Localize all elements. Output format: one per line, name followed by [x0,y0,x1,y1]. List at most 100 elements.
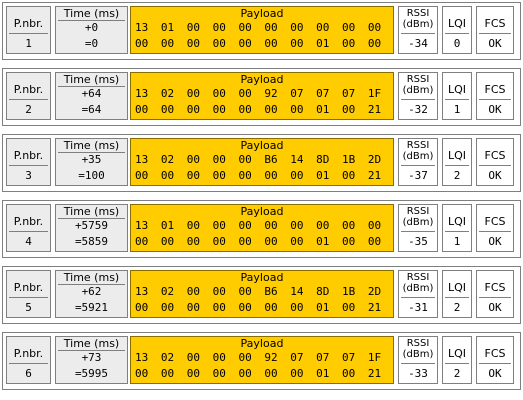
rssi-header-line1: RSSI [406,8,430,19]
payload-byte: 00 [186,169,200,182]
payload-bytes-row-2: 00 00 00 00 00 00 00 01 00 21 [135,103,391,117]
payload-byte: 00 [238,235,252,248]
divider [58,152,125,153]
payload-byte: 00 [160,301,175,314]
packet-number-cell: P.nbr. 4 [6,204,51,252]
time-cell: Time (ms) +73 =5995 [55,336,128,384]
fcs-header: FCS [484,215,506,228]
divider [401,33,435,34]
payload-byte: 00 [135,103,149,116]
divider [445,231,469,232]
payload-byte: 07 [290,351,304,364]
lqi-cell: LQI 0 [442,6,472,54]
payload-byte: 00 [238,301,252,314]
payload-byte: 07 [316,351,330,364]
packet-number-cell: P.nbr. 6 [6,336,51,384]
packet-row[interactable]: P.nbr. 1 Time (ms) +0 =0 Payload 13 01 00 0… [2,2,521,60]
pnbr-header: P.nbr. [13,347,44,360]
payload-byte: 00 [238,153,252,166]
time-cell: Time (ms) +64 =64 [55,72,128,120]
rssi-header-line2: (dBm) [402,217,434,228]
payload-byte: 00 [367,37,382,50]
payload-byte: B6 [264,153,278,166]
payload-byte: 92 [264,351,278,364]
payload-byte: 21 [367,367,382,380]
payload-byte: 13 [135,351,149,364]
payload-byte: 02 [160,351,175,364]
payload-byte: 00 [316,21,330,34]
payload-byte: 00 [264,103,278,116]
payload-byte: 00 [290,169,304,182]
divider [9,363,48,364]
payload-byte: 00 [212,367,226,380]
payload-byte: 00 [186,285,200,298]
payload-byte: 00 [264,367,278,380]
payload-byte: 00 [186,219,200,232]
time-absolute: =100 [78,169,105,182]
payload-byte: 00 [290,219,304,232]
divider [9,231,48,232]
divider [9,165,48,166]
divider [445,33,469,34]
packet-row[interactable]: P.nbr. 6 Time (ms) +73 =5995 Payload 13 0… [2,332,521,390]
rssi-value: -31 [408,301,428,314]
lqi-value: 2 [453,301,461,314]
payload-byte: 00 [212,235,226,248]
payload-byte: 00 [290,235,304,248]
payload-header: Payload [240,271,284,284]
fcs-cell: FCS OK [476,72,514,120]
lqi-value: 2 [453,367,461,380]
payload-byte: 92 [264,87,278,100]
packet-row[interactable]: P.nbr. 3 Time (ms) +35 =100 Payload 13 02… [2,134,521,192]
time-cell: Time (ms) +62 =5921 [55,270,128,318]
payload-byte: 00 [238,37,252,50]
packet-row[interactable]: P.nbr. 2 Time (ms) +64 =64 Payload 13 02 0… [2,68,521,126]
divider [401,99,435,100]
payload-byte: 13 [135,219,149,232]
payload-byte: 00 [290,103,304,116]
payload-byte: 13 [135,153,149,166]
lqi-header: LQI [447,83,467,96]
payload-byte: 00 [264,21,278,34]
divider [58,20,125,21]
payload-byte: 00 [212,153,226,166]
packet-number: 6 [25,367,32,380]
payload-byte: 00 [342,21,356,34]
packet-row[interactable]: P.nbr. 4 Time (ms) +5759 =5859 Payload 1… [2,200,521,258]
time-absolute: =5995 [74,367,109,380]
payload-bytes-row-1: 13 02 00 00 00 92 07 07 07 1F [135,351,391,365]
rssi-header-line2: (dBm) [402,19,434,30]
payload-byte: 01 [160,219,175,232]
payload-bytes-row-2: 00 00 00 00 00 00 00 01 00 00 [135,235,391,249]
time-absolute: =5921 [74,301,109,314]
fcs-value: OK [488,301,502,314]
payload-byte: 8D [316,153,330,166]
payload-byte: 00 [186,87,200,100]
rssi-value: -33 [408,367,428,380]
payload-byte: 00 [316,219,330,232]
time-header: Time (ms) [63,7,120,20]
divider [58,86,125,87]
payload-byte: 01 [316,235,330,248]
payload-byte: 00 [342,37,356,50]
divider [401,231,435,232]
divider [479,363,511,364]
payload-byte: 00 [160,37,175,50]
payload-byte: 00 [186,103,200,116]
fcs-header: FCS [484,17,506,30]
packet-number: 5 [25,301,32,314]
rssi-header: RSSI (dBm) [399,8,437,30]
lqi-value: 2 [453,169,461,182]
payload-byte: 00 [342,301,356,314]
payload-byte: 14 [290,153,304,166]
payload-cell: Payload 13 02 00 00 00 B6 14 8D 1B 2D 00 00 00 00 00 0… [130,270,394,318]
time-absolute: =0 [84,37,99,50]
pnbr-header: P.nbr. [13,281,44,294]
payload-byte: 21 [367,301,382,314]
payload-byte: 00 [160,367,175,380]
packet-row[interactable]: P.nbr. 5 Time (ms) +62 =5921 Payload 13 0… [2,266,521,324]
payload-bytes-row-2: 00 00 00 00 00 00 00 01 00 21 [135,169,391,183]
payload-byte: 1B [342,153,356,166]
payload-byte: 00 [238,169,252,182]
fcs-cell: FCS OK [476,270,514,318]
